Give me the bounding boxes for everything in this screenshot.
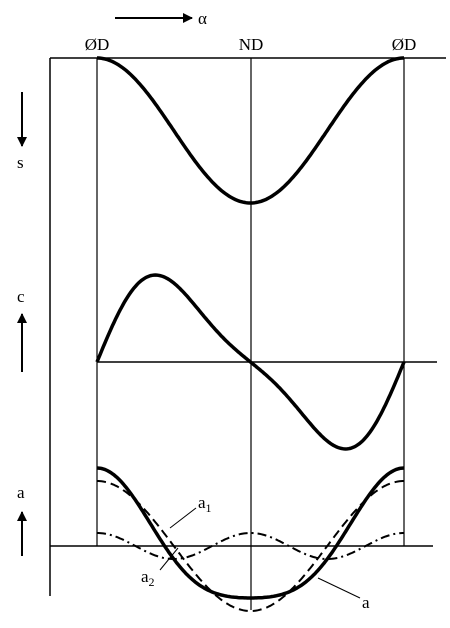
leader-line bbox=[169, 507, 197, 529]
side-label: c bbox=[17, 287, 25, 306]
position-label: ND bbox=[239, 35, 264, 54]
direction-label: α bbox=[198, 9, 207, 28]
curve-label: a bbox=[362, 593, 370, 612]
side-label: a bbox=[17, 483, 25, 502]
curve bbox=[97, 480, 404, 612]
curve bbox=[97, 56, 404, 205]
position-label: ØD bbox=[392, 35, 417, 54]
curve bbox=[95, 273, 406, 451]
position-label: ØD bbox=[85, 35, 110, 54]
curve-label: a2 bbox=[141, 567, 155, 589]
curve bbox=[97, 532, 404, 560]
curve-label: a1 bbox=[198, 493, 212, 515]
curve bbox=[96, 466, 405, 600]
leader-line bbox=[317, 577, 361, 599]
side-label: s bbox=[17, 153, 24, 172]
